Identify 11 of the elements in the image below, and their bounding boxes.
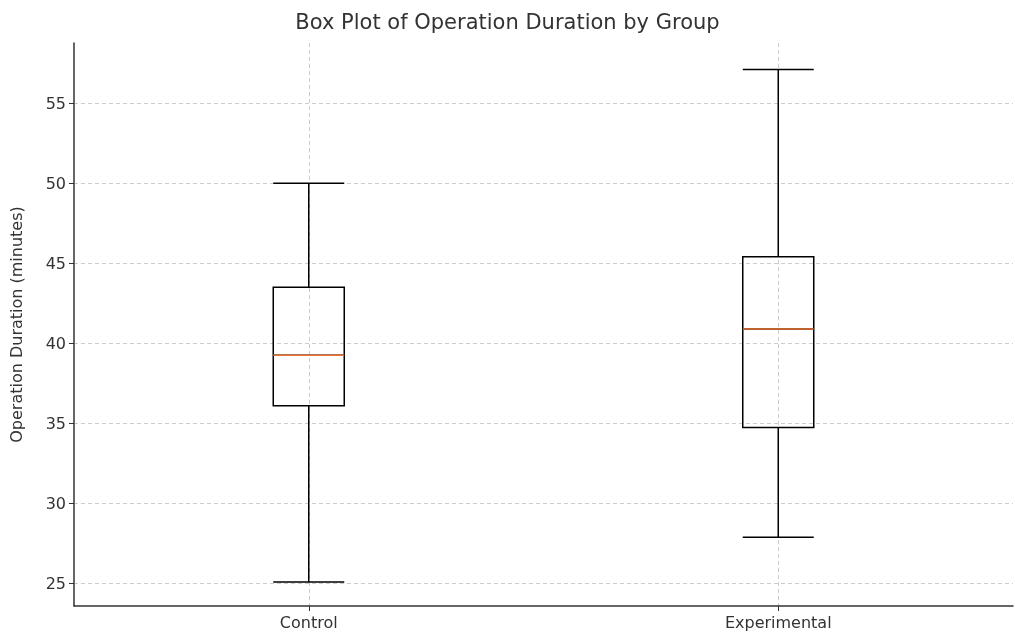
y-tick-label: 50 [45,173,66,193]
y-tick-label: 55 [45,93,66,113]
y-tick-label: 40 [45,333,66,353]
y-axis-title: Operation Duration (minutes) [6,206,26,443]
x-tick-label: Experimental [724,612,832,632]
y-tick-label: 45 [45,253,66,273]
chart-title: Box Plot of Operation Duration by Group [295,9,720,34]
x-tick-label: Control [279,612,338,632]
y-tick-label: 35 [45,413,66,433]
y-tick-label: 30 [45,493,66,513]
y-tick-label: 25 [45,574,66,594]
